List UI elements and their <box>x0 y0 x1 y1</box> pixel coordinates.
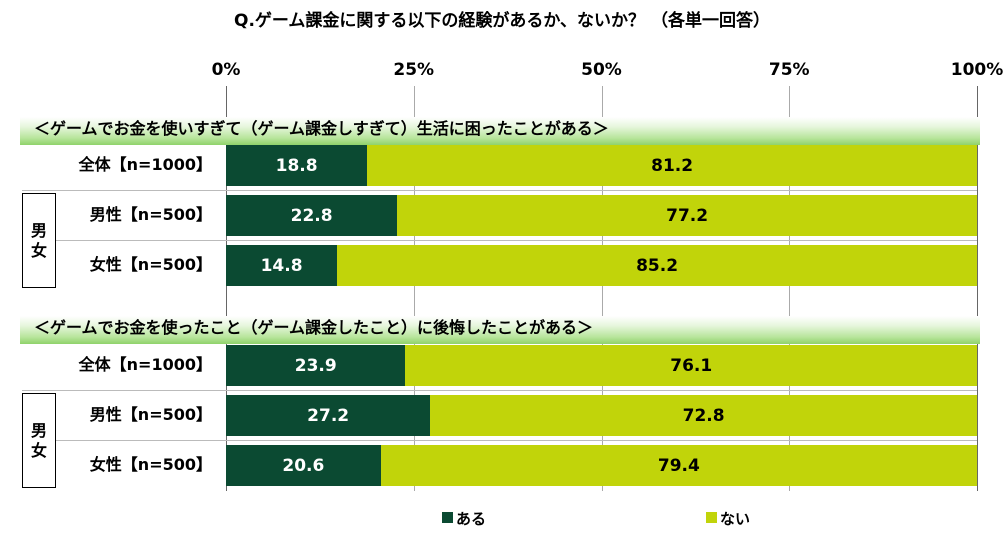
section-title: ＜ゲームでお金を使いすぎて（ゲーム課金しすぎて）生活に困ったことがある＞ <box>34 119 609 138</box>
legend-item: ない <box>706 510 750 528</box>
legend-label: ない <box>720 510 751 528</box>
chart-title: Q.ゲーム課金に関する以下の経験があるか、ないか？ （各単一回答） <box>234 11 770 31</box>
x-tick-label: 100% <box>950 60 1004 80</box>
bar-segment-aru <box>226 345 406 386</box>
data-label-nai: 79.4 <box>657 456 700 476</box>
bar-segment-aru <box>226 145 368 186</box>
group-label: 男女 <box>31 420 48 460</box>
bar-segment-aru <box>226 395 431 436</box>
row-label: 全体【n=1000】 <box>78 355 212 374</box>
group-label: 男女 <box>31 220 48 260</box>
x-tick-label: 25% <box>393 60 435 80</box>
data-label-aru: 22.8 <box>290 206 333 226</box>
x-gridline <box>789 86 791 491</box>
x-gridline <box>977 86 978 491</box>
bar-segment-aru <box>226 195 398 236</box>
data-label-nai: 77.2 <box>666 206 709 226</box>
bar-segment-aru <box>226 245 338 286</box>
data-label-aru: 20.6 <box>282 456 325 476</box>
x-gridline <box>413 86 415 491</box>
group-label-box: 男女 <box>22 193 56 288</box>
data-label-aru: 27.2 <box>307 406 350 426</box>
bar-segment-nai <box>380 445 977 486</box>
row-separator <box>22 390 977 391</box>
data-label-nai: 81.2 <box>651 156 694 176</box>
row-separator <box>56 440 977 441</box>
x-gridline <box>226 86 227 491</box>
data-label-nai: 85.2 <box>636 256 679 276</box>
section-title: ＜ゲームでお金を使ったこと（ゲーム課金したこと）に後悔したことがある＞ <box>34 318 594 337</box>
bar-segment-nai <box>430 395 977 436</box>
x-tick-label: 75% <box>768 60 810 80</box>
legend-swatch <box>706 512 717 523</box>
row-label: 女性【n=500】 <box>89 455 212 474</box>
x-tick-label: 0% <box>211 60 241 80</box>
legend-label: ある <box>456 510 487 528</box>
data-label-aru: 18.8 <box>275 156 318 176</box>
bar-segment-nai <box>337 245 977 286</box>
bar-segment-nai <box>397 195 977 236</box>
x-tick-label: 50% <box>581 60 622 80</box>
section-band <box>20 316 980 344</box>
bar-segment-aru <box>226 445 381 486</box>
legend-swatch <box>442 512 453 523</box>
bar-segment-nai <box>405 345 977 386</box>
row-separator <box>22 190 977 191</box>
x-gridline <box>601 86 603 491</box>
legend-item: ある <box>442 510 486 528</box>
data-label-aru: 23.9 <box>294 356 337 376</box>
data-label-aru: 14.8 <box>260 256 303 276</box>
row-label: 女性【n=500】 <box>89 255 212 274</box>
group-label-box: 男女 <box>22 393 56 488</box>
data-label-nai: 72.8 <box>682 406 725 426</box>
row-separator <box>56 240 977 241</box>
data-label-nai: 76.1 <box>670 356 713 376</box>
row-label: 男性【n=500】 <box>89 405 212 424</box>
section-band <box>20 117 980 145</box>
bar-segment-nai <box>367 145 977 186</box>
row-label: 全体【n=1000】 <box>78 155 212 174</box>
row-label: 男性【n=500】 <box>89 205 212 224</box>
